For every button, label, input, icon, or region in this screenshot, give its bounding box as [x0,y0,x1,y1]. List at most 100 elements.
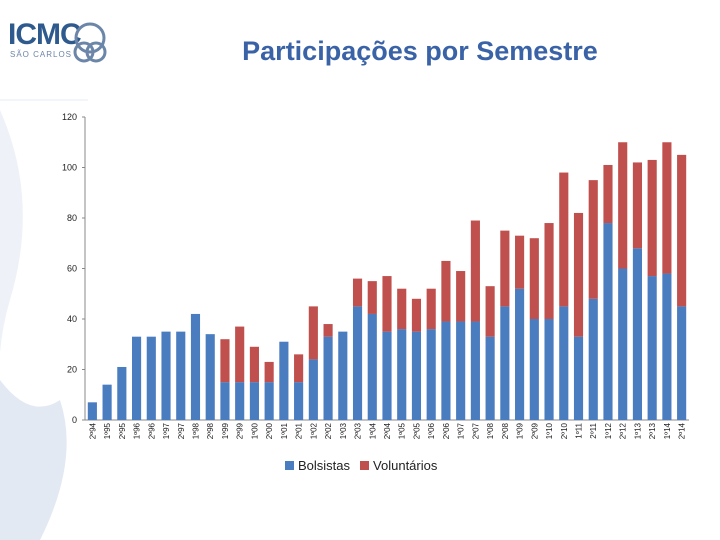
bar-voluntarios [235,326,245,383]
bar-voluntarios [382,276,392,332]
bar-bolsistas [146,336,156,420]
bar-bolsistas [205,334,215,420]
bar-voluntarios [485,286,495,337]
x-tick-label: 1º97 [162,422,171,439]
bar-voluntarios [220,339,230,383]
bar-voluntarios [647,159,657,277]
legend-swatch-voluntarios [360,461,370,470]
logo-subtitle: SÃO CARLOS [10,50,73,59]
x-tick-label: 2º06 [442,422,451,439]
bar-bolsistas [190,313,201,420]
bar-bolsistas [647,276,657,420]
bar-bolsistas [485,336,495,420]
bar-bolsistas [176,331,186,420]
bar-bolsistas [264,382,274,420]
bar-voluntarios [529,238,539,319]
chart-legend: Bolsistas Voluntários [285,458,447,473]
bar-bolsistas [456,321,466,420]
bar-bolsistas [662,273,672,420]
x-tick-label: 1º01 [280,422,289,439]
bar-voluntarios [294,354,304,383]
bar-voluntarios [573,212,584,337]
bar-bolsistas [441,321,451,420]
x-tick-label: 1º99 [221,422,230,439]
x-tick-label: 1º95 [103,422,112,439]
bar-bolsistas [235,382,245,420]
bar-bolsistas [338,331,348,420]
x-tick-label: 2º04 [383,422,392,439]
bar-bolsistas [588,298,598,420]
bar-voluntarios [662,142,672,274]
bar-bolsistas [249,382,259,420]
page-title: Participações por Semestre [242,36,598,66]
x-tick-label: 2º03 [354,422,363,439]
x-tick-label: 1º14 [663,422,672,439]
legend-label-voluntarios: Voluntários [373,458,438,473]
x-tick-label: 2º08 [501,422,510,439]
x-tick-label: 2º97 [177,422,186,439]
bar-voluntarios [588,180,598,299]
y-tick-label: 120 [62,112,77,122]
y-tick-label: 40 [67,314,77,324]
bar-bolsistas [618,268,628,420]
bar-bolsistas [397,329,407,420]
x-tick-label: 1º96 [133,422,142,439]
header: ICMC SÃO CARLOS Participações por Semest… [0,0,720,100]
bar-voluntarios [603,164,613,224]
x-tick-label: 2º94 [88,422,97,439]
bar-voluntarios [456,271,466,322]
bar-voluntarios [323,324,333,337]
bar-voluntarios [515,235,525,289]
bar-bolsistas [117,366,127,420]
x-tick-label: 2º09 [530,422,539,439]
bar-voluntarios [397,288,407,330]
bar-bolsistas [323,336,333,420]
bar-bolsistas [603,223,613,420]
y-tick-label: 20 [67,365,77,375]
x-tick-label: 1º07 [457,422,466,439]
x-tick-label: 1º02 [309,422,318,439]
bar-bolsistas [308,359,318,420]
bar-bolsistas [102,384,112,420]
bar-bolsistas [677,306,687,420]
bar-bolsistas [220,382,230,420]
x-tick-label: 2º11 [589,422,598,438]
x-tick-label: 1º98 [191,422,200,439]
bar-voluntarios [308,306,318,360]
bar-bolsistas [367,313,377,420]
x-tick-label: 2º13 [648,422,657,439]
bar-voluntarios [264,361,274,383]
logo-text: ICMC [8,18,82,51]
y-tick-label: 80 [67,213,77,223]
bar-bolsistas [294,382,304,420]
bar-voluntarios [426,288,436,330]
bar-bolsistas [632,248,643,420]
bar-voluntarios [500,230,510,307]
bar-bolsistas [426,329,436,420]
x-tick-label: 1º08 [486,422,495,439]
legend-item-bolsistas: Bolsistas [285,458,350,473]
bar-voluntarios [618,142,628,269]
y-tick-label: 60 [67,264,77,274]
x-tick-label: 1º09 [516,422,525,439]
decorative-sidebar [0,0,88,540]
x-tick-label: 2º99 [236,422,245,439]
bar-bolsistas [161,331,171,420]
bar-bolsistas [352,306,363,420]
x-tick-label: 1º12 [604,422,613,439]
bar-voluntarios [470,220,480,322]
bar-bolsistas [529,319,539,420]
bar-voluntarios [441,260,451,322]
x-tick-label: 1º13 [633,422,642,439]
bar-bolsistas [515,288,525,420]
x-tick-label: 1º05 [398,422,407,439]
x-tick-label: 1º03 [339,422,348,439]
bar-voluntarios [411,298,422,332]
x-tick-label: 2º07 [471,422,480,439]
legend-label-bolsistas: Bolsistas [298,458,351,473]
bar-bolsistas [279,341,289,420]
legend-swatch-bolsistas [285,461,294,470]
bar-voluntarios [352,278,363,307]
